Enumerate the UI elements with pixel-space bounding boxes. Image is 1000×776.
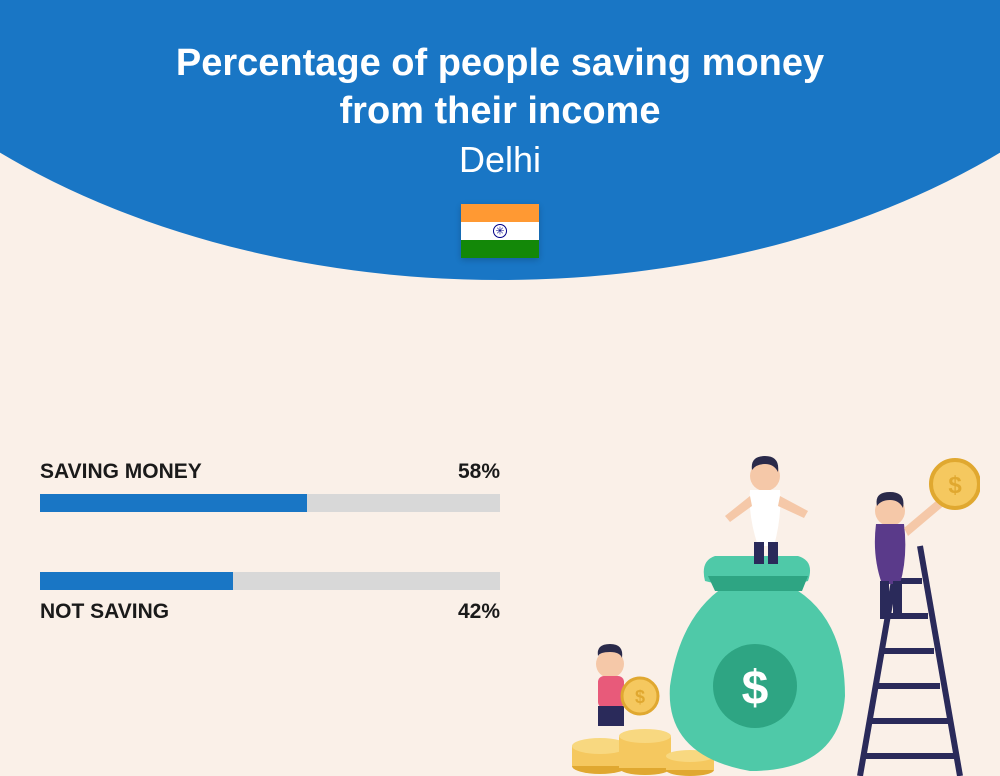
bar-labels-below: NOT SAVING 42% [40, 600, 500, 624]
money-bag-icon: $ [670, 556, 845, 771]
svg-text:$: $ [948, 472, 962, 499]
person-left-icon: $ [596, 644, 658, 726]
bar-not-saving: NOT SAVING 42% [40, 572, 500, 624]
bars-section: SAVING MONEY 58% NOT SAVING 42% [40, 460, 500, 684]
bar-fill [40, 572, 233, 590]
bar-label: NOT SAVING [40, 600, 169, 624]
location-subtitle: Delhi [0, 139, 1000, 181]
bar-label: SAVING MONEY [40, 460, 202, 484]
page-title: Percentage of people saving money from t… [0, 40, 1000, 135]
bar-value: 58% [458, 460, 500, 484]
svg-text:$: $ [742, 662, 769, 715]
person-top-icon [725, 456, 808, 564]
svg-text:$: $ [635, 687, 645, 707]
ashoka-chakra-icon [493, 224, 507, 238]
ladder-icon [860, 546, 960, 776]
bar-saving-money: SAVING MONEY 58% [40, 460, 500, 512]
india-flag-icon [461, 204, 539, 258]
bar-fill [40, 494, 307, 512]
flag-green-stripe [461, 240, 539, 258]
title-line-2: from their income [340, 90, 661, 132]
header: Percentage of people saving money from t… [0, 40, 1000, 181]
savings-illustration: $ $ $ [550, 416, 980, 776]
bar-track [40, 494, 500, 512]
bar-labels-above: SAVING MONEY 58% [40, 460, 500, 484]
flag-white-stripe [461, 222, 539, 240]
flag-saffron-stripe [461, 204, 539, 222]
bar-value: 42% [458, 600, 500, 624]
title-line-1: Percentage of people saving money [176, 42, 824, 84]
bar-track [40, 572, 500, 590]
